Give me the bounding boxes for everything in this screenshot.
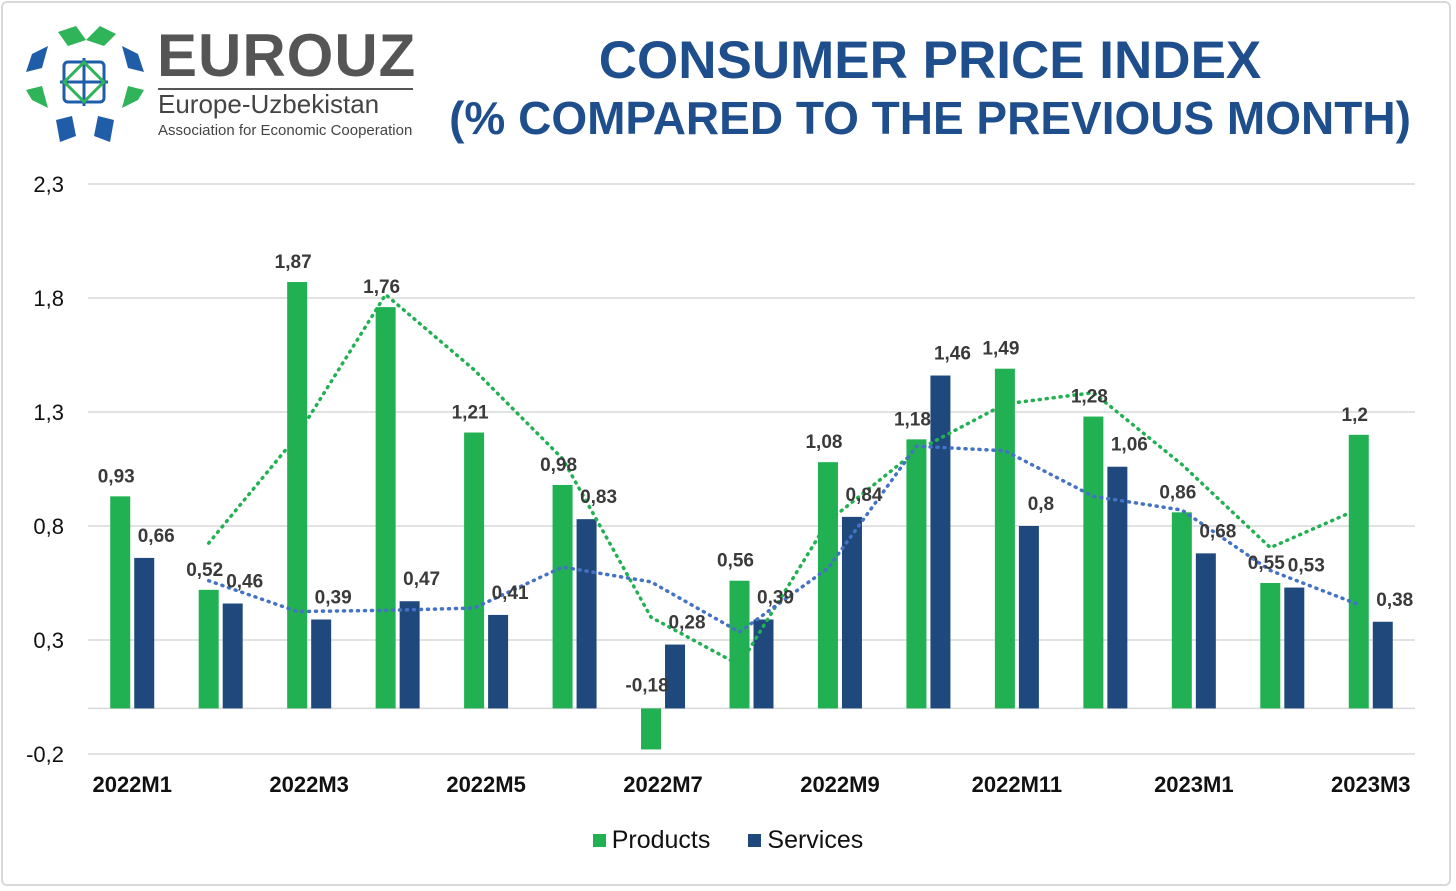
services-bar	[576, 519, 597, 709]
products-bar	[729, 580, 750, 709]
products-bar	[1083, 416, 1104, 709]
services-bar	[930, 375, 951, 709]
services-data-label: 0,83	[580, 487, 617, 508]
y-tick-label: 2,3	[33, 172, 64, 197]
services-data-label: 0,41	[492, 583, 529, 604]
services-data-label: 1,06	[1111, 435, 1148, 456]
services-bar	[222, 603, 243, 709]
products-data-label: 1,49	[982, 339, 1019, 360]
products-trendline	[206, 291, 1361, 668]
products-data-label: 1,08	[805, 432, 842, 453]
products-data-label: 1,76	[363, 277, 400, 298]
products-bar	[641, 708, 662, 750]
services-bar	[753, 619, 774, 709]
legend-services-swatch	[748, 834, 762, 847]
services-data-label: 0,66	[138, 526, 175, 547]
products-bar	[994, 368, 1015, 709]
products-data-label: 0,93	[98, 466, 135, 487]
services-data-label: 0,46	[226, 572, 263, 593]
services-data-label: 0,68	[1199, 521, 1236, 542]
products-data-label: 1,21	[452, 403, 489, 424]
products-bar	[375, 307, 396, 709]
y-tick-label: 0,3	[33, 628, 64, 653]
products-bar	[1348, 434, 1369, 709]
eurouz-logo: EUROUZ Europe-Uzbekistan Association for…	[20, 24, 430, 149]
services-bar	[1107, 466, 1128, 709]
products-data-label: -0,18	[625, 675, 668, 696]
services-data-label: 0,8	[1028, 494, 1054, 515]
products-bar	[287, 282, 308, 709]
products-bar	[464, 432, 485, 709]
products-bar	[817, 462, 838, 709]
legend-products: Products	[592, 826, 711, 855]
products-data-label: 0,86	[1159, 482, 1196, 503]
y-tick-label: 1,8	[33, 286, 64, 311]
y-tick-label: 1,3	[33, 400, 64, 425]
products-data-label: 0,55	[1248, 553, 1285, 574]
x-tick-label: 2022M7	[623, 772, 703, 797]
logo-tagline: Association for Economic Cooperation	[158, 122, 413, 139]
products-bar	[1171, 512, 1192, 709]
x-tick-label: 2022M3	[269, 772, 349, 797]
x-tick-label: 2022M5	[446, 772, 526, 797]
x-tick-label: 2023M1	[1154, 772, 1234, 797]
services-bar	[665, 644, 686, 709]
chart-title: CONSUMER PRICE INDEX	[598, 31, 1262, 90]
y-tick-label: -0,2	[26, 742, 64, 767]
products-data-label: 1,28	[1071, 387, 1108, 408]
legend-products-swatch	[592, 834, 606, 847]
products-bar	[906, 439, 927, 709]
x-tick-label: 2022M1	[92, 772, 172, 797]
services-data-label: 0,28	[669, 613, 706, 634]
services-bar	[488, 614, 509, 709]
products-data-label: 1,18	[894, 409, 931, 430]
legend-services: Services	[748, 826, 863, 855]
chart-legend: Products Services	[0, 826, 1456, 855]
chart-subtitle: (% COMPARED TO THE PREVIOUS MONTH)	[449, 92, 1411, 144]
services-data-label: 0,38	[1376, 590, 1413, 611]
x-tick-label: 2022M9	[800, 772, 880, 797]
y-tick-label: 0,8	[33, 514, 64, 539]
services-bar	[1372, 621, 1393, 709]
products-data-label: 0,56	[717, 551, 754, 572]
services-bar	[311, 619, 332, 709]
products-bar	[552, 484, 573, 709]
services-bar	[1284, 587, 1305, 709]
x-tick-label: 2023M3	[1331, 772, 1411, 797]
services-data-label: 0,47	[403, 569, 440, 590]
services-data-label: 0,39	[757, 587, 794, 608]
services-trendline	[206, 444, 1361, 635]
logo-name: EUROUZ	[157, 22, 417, 89]
logo-subtitle: Europe-Uzbekistan	[158, 89, 380, 119]
logo-divider	[158, 88, 413, 90]
services-data-label: 0,39	[315, 587, 352, 608]
services-bar	[1018, 526, 1039, 709]
services-bar	[841, 516, 862, 709]
services-data-label: 1,46	[934, 344, 971, 365]
logo-emblem-icon	[26, 26, 144, 142]
services-bar	[399, 601, 420, 709]
services-data-label: 0,53	[1288, 556, 1325, 577]
legend-products-label: Products	[611, 826, 711, 854]
services-bar	[134, 557, 155, 709]
products-bar	[110, 496, 131, 709]
x-tick-label: 2022M11	[972, 772, 1063, 797]
legend-services-label: Services	[767, 826, 864, 854]
products-data-label: 1,87	[275, 252, 312, 273]
products-data-label: 0,98	[540, 455, 577, 476]
services-bar	[1195, 553, 1216, 709]
products-bar	[1260, 583, 1281, 709]
products-bar	[198, 589, 219, 709]
products-data-label: 0,52	[186, 560, 223, 581]
products-data-label: 1,2	[1342, 405, 1368, 426]
services-data-label: 0,84	[845, 485, 882, 506]
